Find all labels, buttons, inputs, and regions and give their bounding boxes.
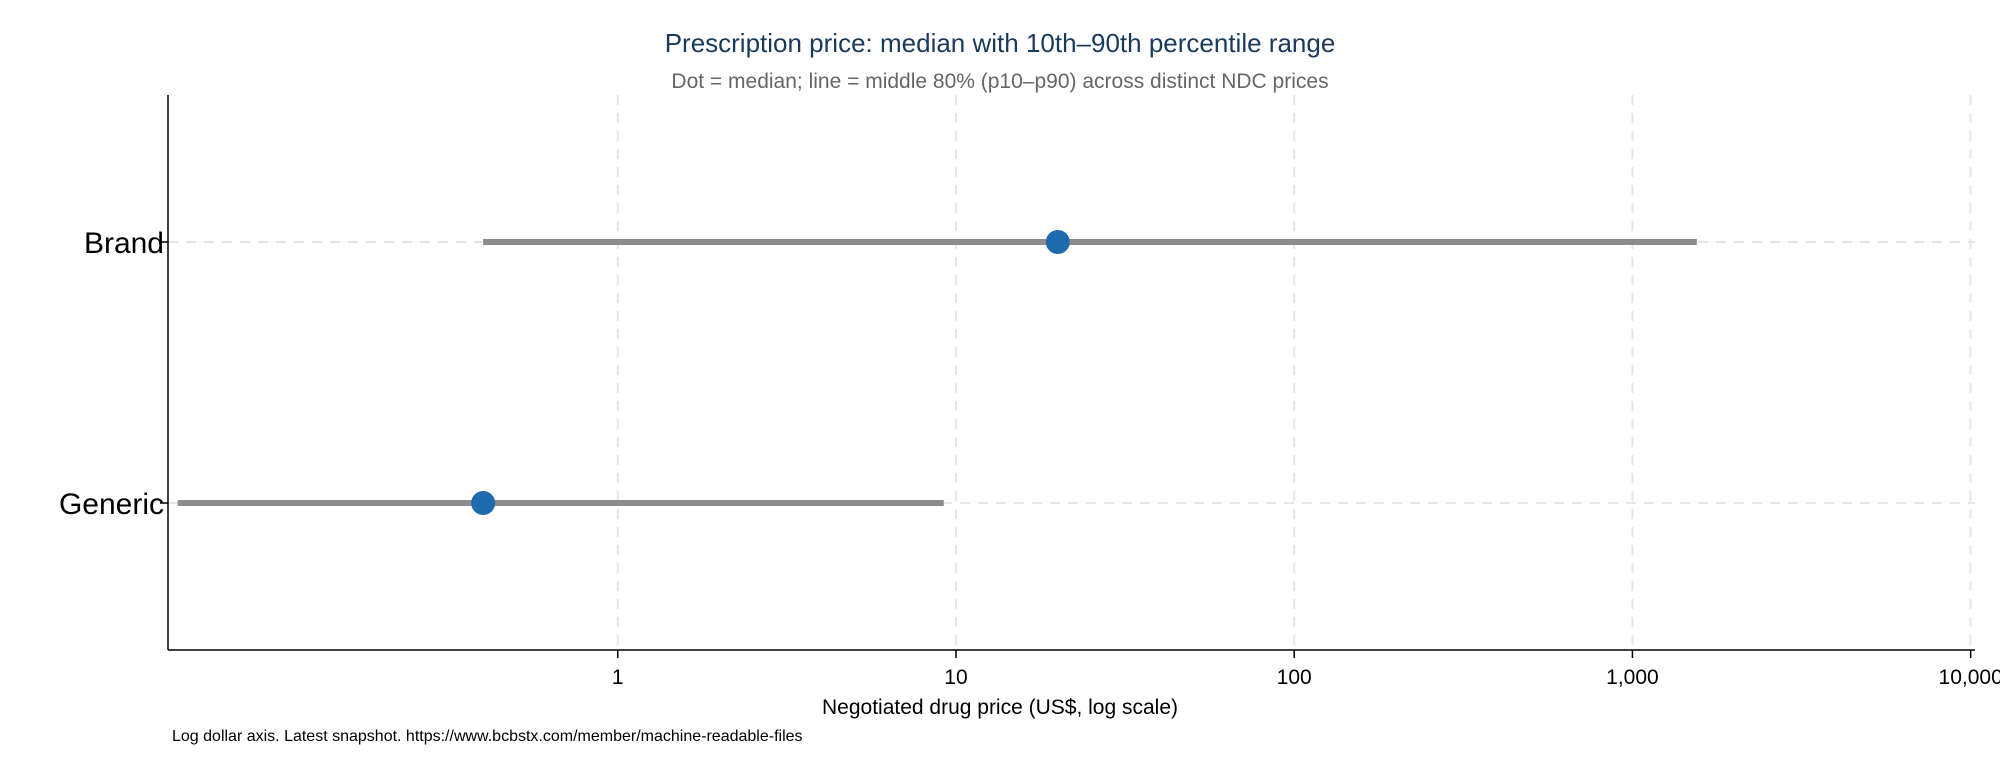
- x-axis-label: Negotiated drug price (US$, log scale): [821, 696, 1178, 719]
- chart-title: Prescription price: median with 10th–90t…: [664, 28, 1336, 58]
- x-tick-layer: 1 10 100 1,000 10,000: [612, 650, 2000, 689]
- grid-layer: [168, 95, 1975, 650]
- x-tick-label: 100: [1277, 666, 1312, 689]
- chart-subtitle: Dot = median; line = middle 80% (p10–p90…: [671, 70, 1329, 93]
- median-dot-brand: [1045, 230, 1070, 254]
- x-tick-label: 10: [944, 666, 967, 689]
- y-category-layer: Brand Generic: [59, 227, 168, 521]
- y-category-label: Brand: [84, 227, 164, 260]
- axis-layer: [167, 95, 1975, 651]
- x-tick-label: 10,000: [1939, 666, 2000, 689]
- x-tick-label: 1: [612, 666, 624, 689]
- mark-layer: [177, 230, 1697, 515]
- median-dot-generic: [471, 491, 496, 515]
- y-category-label: Generic: [59, 488, 164, 521]
- source-note: Log dollar axis. Latest snapshot. https:…: [172, 728, 803, 745]
- x-tick-label: 1,000: [1606, 666, 1659, 689]
